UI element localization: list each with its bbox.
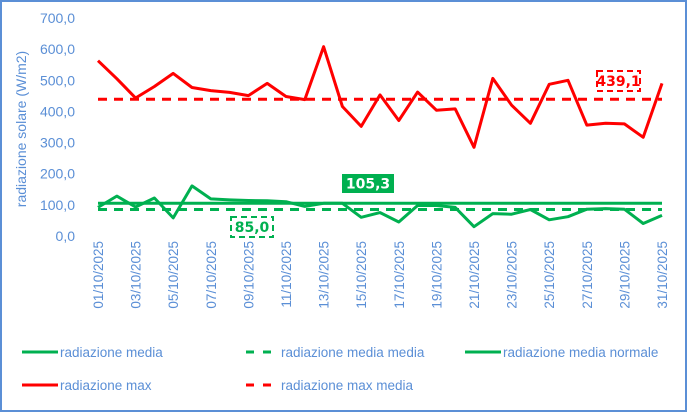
- y-tick-label: 500,0: [40, 72, 75, 88]
- x-tick-label: 03/10/2025: [129, 241, 144, 309]
- y-tick-label: 0,0: [56, 228, 76, 244]
- series-radiazione-media: [97, 184, 663, 229]
- x-tick-label: 19/10/2025: [429, 241, 444, 309]
- x-tick-label: 21/10/2025: [467, 241, 482, 309]
- y-tick-label: 600,0: [40, 41, 75, 57]
- x-tick-label: 23/10/2025: [505, 241, 520, 309]
- legend-item-radiazione-media[interactable]: radiazione media: [22, 345, 163, 360]
- y-tick-label: 300,0: [40, 135, 75, 151]
- y-tick-label: 200,0: [40, 166, 75, 182]
- data-label-radiazione-media-media: 85,0: [230, 216, 274, 238]
- x-tick-label: 27/10/2025: [580, 241, 595, 309]
- legend-item-radiazione-media-media[interactable]: radiazione media media: [246, 345, 425, 360]
- legend-item-radiazione-max-media[interactable]: radiazione max media: [246, 378, 414, 393]
- x-tick-label: 13/10/2025: [317, 241, 332, 309]
- x-tick-label: 05/10/2025: [166, 241, 181, 309]
- annotations: 105,3 85,0 439,1: [230, 70, 641, 238]
- y-tick-label: 400,0: [40, 103, 75, 119]
- legend-item-radiazione-media-normale[interactable]: radiazione media normale: [465, 345, 658, 360]
- x-tick-label: 09/10/2025: [241, 241, 256, 309]
- data-label-radiazione-media-normale: 105,3: [342, 174, 394, 193]
- x-tick-label: 25/10/2025: [542, 241, 557, 309]
- x-tick-label: 01/10/2025: [91, 241, 106, 309]
- legend-label: radiazione max: [60, 378, 152, 393]
- legend-item-radiazione-max[interactable]: radiazione max: [22, 378, 152, 393]
- data-label-radiazione-max-media: 439,1: [596, 70, 641, 92]
- x-tick-label: 31/10/2025: [655, 241, 670, 309]
- x-tick-label: 29/10/2025: [617, 241, 632, 309]
- x-axis: 01/10/2025 03/10/2025 05/10/2025 07/10/2025…: [91, 241, 670, 309]
- y-tick-label: 700,0: [40, 10, 75, 26]
- y-axis-title: radiazione solare (W/m2): [13, 51, 29, 207]
- x-tick-label: 17/10/2025: [392, 241, 407, 309]
- legend: radiazione media radiazione media media ra…: [22, 345, 658, 393]
- svg-text:85,0: 85,0: [235, 220, 270, 236]
- x-tick-label: 11/10/2025: [279, 241, 294, 308]
- legend-label: radiazione media: [60, 345, 163, 360]
- y-tick-label: 100,0: [40, 197, 75, 213]
- y-axis: 0,0 100,0 200,0 300,0 400,0 500,0 600,0 700,0: [40, 10, 75, 244]
- legend-label: radiazione media normale: [503, 345, 658, 360]
- legend-label: radiazione max media: [281, 378, 414, 393]
- x-tick-label: 07/10/2025: [204, 241, 219, 309]
- x-tick-label: 15/10/2025: [354, 241, 369, 309]
- legend-label: radiazione media media: [281, 345, 425, 360]
- svg-text:105,3: 105,3: [346, 177, 390, 193]
- series-radiazione-max: [96, 45, 664, 149]
- svg-text:439,1: 439,1: [596, 74, 640, 90]
- series-layer: [96, 45, 664, 229]
